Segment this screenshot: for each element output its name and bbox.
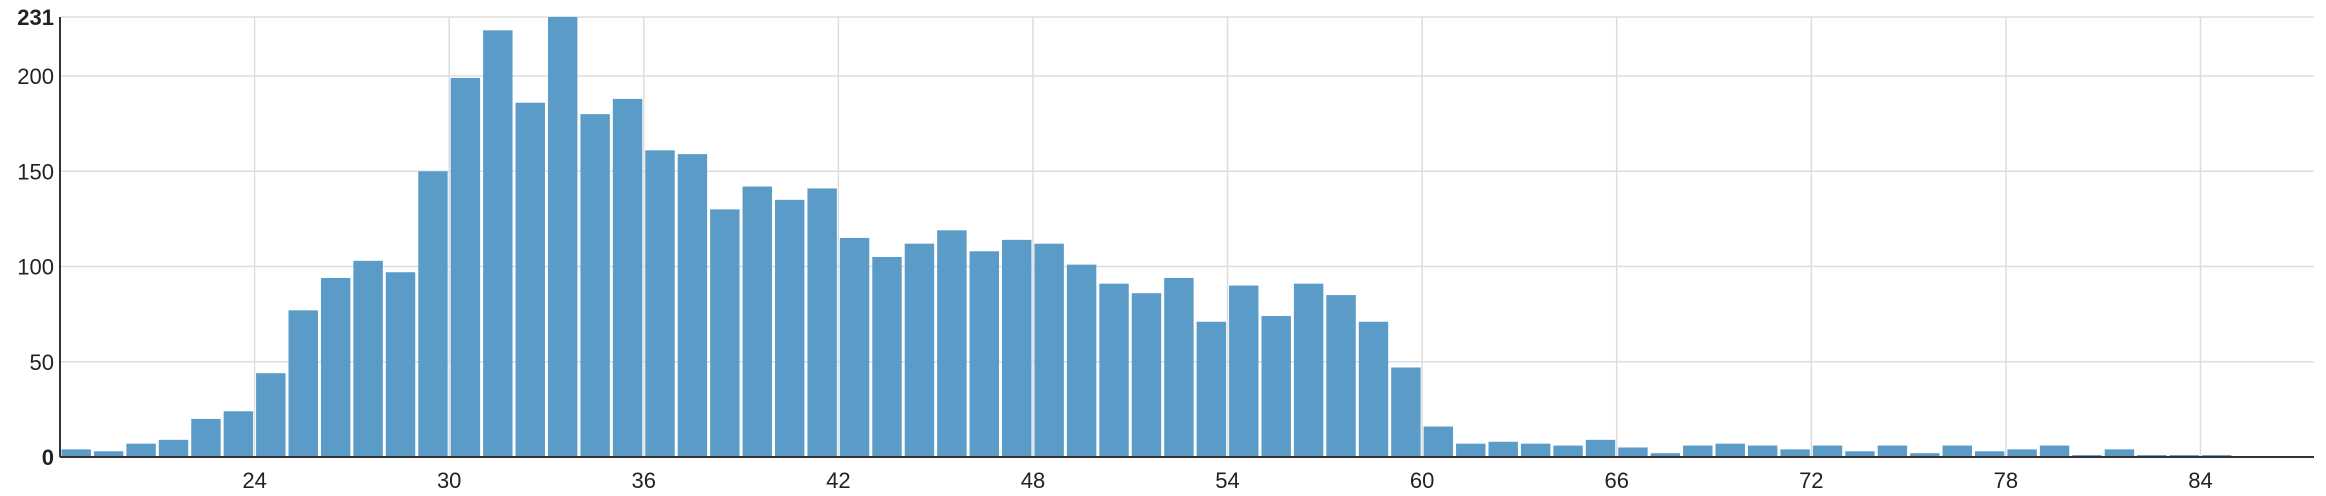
- histogram-bar: [385, 272, 416, 457]
- x-tick-label: 78: [1994, 468, 2018, 493]
- histogram-bar: [126, 443, 156, 457]
- bars: [61, 17, 2232, 458]
- histogram-bar: [1683, 445, 1713, 457]
- histogram-bar: [1585, 439, 1616, 457]
- histogram-bar: [580, 114, 610, 458]
- histogram-bar: [353, 260, 383, 457]
- histogram-bar: [1196, 321, 1227, 457]
- histogram-bar: [1747, 445, 1778, 457]
- y-max-label: 231: [17, 5, 54, 30]
- histogram-bar: [1391, 367, 1421, 457]
- histogram-bar: [742, 186, 772, 457]
- histogram-bar: [839, 237, 870, 457]
- histogram-bar: [1618, 447, 1648, 457]
- histogram-bar: [612, 98, 643, 458]
- y-tick-label: 0: [42, 445, 54, 470]
- tick-labels: 24 30 36 42 48 54 60 66 72 78 84 0 50 100 150 200 231: [17, 5, 2212, 493]
- histogram-bar: [1423, 426, 1454, 457]
- histogram-bar: [1358, 321, 1389, 457]
- histogram-bar: [710, 209, 740, 457]
- histogram-bar: [93, 451, 124, 457]
- x-tick-label: 48: [1021, 468, 1045, 493]
- histogram-bar: [450, 77, 481, 457]
- x-tick-label: 66: [1604, 468, 1628, 493]
- histogram-bar: [904, 243, 935, 457]
- histogram-bar: [1553, 445, 1583, 457]
- histogram-bar: [774, 199, 805, 457]
- histogram-bar: [1520, 443, 1551, 457]
- histogram-bar: [1326, 295, 1356, 457]
- histogram-bar: [2039, 445, 2070, 457]
- histogram-bar: [1488, 441, 1518, 457]
- histogram-bar: [969, 251, 1000, 457]
- x-tick-label: 54: [1215, 468, 1239, 493]
- y-tick-label: 100: [17, 255, 54, 280]
- x-tick-label: 84: [2188, 468, 2212, 493]
- histogram-bar: [1034, 243, 1064, 457]
- histogram-bar: [1877, 445, 1908, 457]
- histogram-bar: [158, 439, 189, 457]
- y-tick-label: 50: [30, 350, 54, 375]
- histogram-bar: [1261, 316, 1291, 457]
- histogram-bar: [61, 449, 91, 457]
- histogram-bar: [1715, 443, 1745, 457]
- histogram-bar: [2007, 449, 2037, 457]
- axes: [59, 17, 2314, 458]
- histogram-bar: [515, 102, 545, 457]
- histogram-bar: [872, 257, 902, 457]
- histogram-bar: [1910, 453, 1940, 457]
- histogram-bar: [1942, 445, 1972, 457]
- histogram-bar: [1066, 264, 1097, 457]
- histogram-bar: [677, 154, 708, 457]
- histogram-bar: [320, 277, 351, 457]
- y-tick-label: 200: [17, 64, 54, 89]
- histogram-bar: [1164, 277, 1194, 457]
- histogram-bar: [1780, 449, 1810, 457]
- histogram-bar: [1229, 285, 1259, 457]
- histogram-bar: [1845, 451, 1875, 457]
- histogram-bar: [483, 30, 513, 457]
- histogram-bar: [256, 373, 286, 457]
- histogram-bar: [418, 171, 448, 458]
- histogram-bar: [807, 188, 837, 457]
- histogram-bar: [1456, 443, 1486, 457]
- histogram-bar: [1293, 283, 1324, 457]
- histogram-bar: [288, 310, 318, 457]
- histogram-bar: [223, 411, 254, 457]
- histogram-bar: [645, 150, 675, 458]
- histogram-bar: [191, 418, 221, 457]
- x-tick-label: 30: [437, 468, 461, 493]
- histogram-bar: [1099, 283, 1129, 457]
- x-tick-label: 42: [826, 468, 850, 493]
- histogram-bar: [1002, 239, 1032, 457]
- x-tick-label: 72: [1799, 468, 1823, 493]
- y-tick-label: 150: [17, 159, 54, 184]
- histogram-bar: [937, 230, 967, 457]
- histogram-bar: [547, 17, 578, 457]
- histogram-bar: [2104, 449, 2135, 457]
- x-tick-label: 60: [1410, 468, 1434, 493]
- x-tick-label: 24: [242, 468, 266, 493]
- histogram-bar: [1131, 293, 1162, 457]
- histogram-bar: [1650, 453, 1681, 457]
- histogram-bar: [1974, 451, 2005, 457]
- x-tick-label: 36: [632, 468, 656, 493]
- histogram-bar: [1812, 445, 1843, 457]
